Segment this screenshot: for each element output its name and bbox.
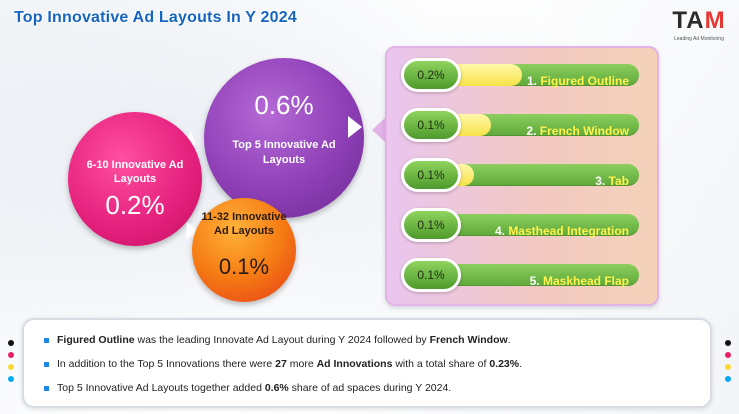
ranking-value-pill: 0.2% <box>401 58 461 92</box>
color-dot <box>725 352 731 358</box>
bullet-icon <box>44 385 49 391</box>
ranking-value-pill: 0.1% <box>401 158 461 192</box>
ranking-title: Figured Outline <box>540 74 629 88</box>
ranking-rank: 1. <box>526 74 541 88</box>
summary-line: Figured Outline was the leading Innovate… <box>44 334 511 346</box>
r6-10-value: 0.2% <box>105 190 165 220</box>
r6-10-label: 6-10 Innovative Ad Layouts <box>86 159 184 185</box>
summary-text: share of ad spaces during Y 2024. <box>288 382 452 394</box>
ranking-bar: 4. Masthead Integration <box>427 214 639 238</box>
summary-bold: 0.23% <box>489 358 520 370</box>
logo-mark: TAM <box>667 8 731 34</box>
ranking-row: 3. Tab 0.1% <box>401 158 639 192</box>
summary-bold: Ad Innovations <box>316 358 393 370</box>
logo-mark-main: TA <box>672 7 705 34</box>
color-dot <box>8 340 14 346</box>
ranking-rank: 2. <box>526 124 540 138</box>
ranking-row: 5. Maskhead Flap 0.1% <box>401 258 639 292</box>
summary-bold: Figured Outline <box>57 334 135 346</box>
r6-10-circle: 6-10 Innovative Ad Layouts 0.2% <box>68 112 202 246</box>
ranking-rank: 5. <box>529 274 543 288</box>
summary-box: Figured Outline was the leading Innovate… <box>22 318 712 408</box>
summary-text: was the leading Innovate Ad Layout durin… <box>134 334 430 346</box>
color-dot <box>725 376 731 382</box>
ranking-row: 4. Masthead Integration 0.1% <box>401 208 639 242</box>
ranking-title: Masthead Integration <box>508 224 629 238</box>
summary-text: . <box>519 358 523 370</box>
ranking-row: 1. Figured Outline 0.2% <box>401 58 639 92</box>
brand-logo: TAM Leading Ad Monitoring <box>667 8 731 48</box>
ranking-name: 3. Tab <box>595 170 629 192</box>
ranking-title: Maskhead Flap <box>542 274 629 288</box>
ranking-rank: 4. <box>494 224 509 238</box>
panel-pointer <box>372 117 386 143</box>
ranking-title: French Window <box>539 124 629 138</box>
ranking-name: 1. Figured Outline <box>527 70 629 92</box>
color-dot <box>8 364 14 370</box>
color-dot <box>725 340 731 346</box>
color-dot <box>725 364 731 370</box>
page-title: Top Innovative Ad Layouts In Y 2024 <box>14 9 297 26</box>
ranking-value-pill: 0.1% <box>401 108 461 142</box>
ranking-name: 5. Maskhead Flap <box>530 270 629 292</box>
bullet-icon <box>44 337 49 343</box>
logo-mark-accent: M <box>704 7 726 34</box>
summary-line: In addition to the Top 5 Innovations the… <box>44 358 522 370</box>
top5-pointer-right <box>348 116 362 138</box>
ranking-value-pill: 0.1% <box>401 208 461 242</box>
summary-text: . <box>507 334 511 346</box>
ranking-row: 2. French Window 0.1% <box>401 108 639 142</box>
summary-text: In addition to the Top 5 Innovations the… <box>57 358 276 370</box>
summary-bold: 27 <box>275 358 287 370</box>
top5-label: Top 5 Innovative Ad Layouts <box>232 139 336 166</box>
r11-32-value: 0.1% <box>218 254 270 279</box>
bullet-icon <box>44 361 49 367</box>
r11-32-label: 11-32 Innovative Ad Layouts <box>201 211 287 237</box>
ranking-name: 2. French Window <box>526 120 629 142</box>
logo-tagline: Leading Ad Monitoring <box>674 36 724 42</box>
top5-value: 0.6% <box>254 90 314 120</box>
summary-bold: French Window <box>429 334 508 346</box>
summary-text: with a total share of <box>392 358 490 370</box>
summary-text: more <box>286 358 317 370</box>
top5-circle: 0.6% Top 5 Innovative Ad Layouts <box>204 58 364 218</box>
color-dot <box>8 376 14 382</box>
r11-32-circle: 11-32 Innovative Ad Layouts 0.1% <box>192 198 296 302</box>
ranking-name: 4. Masthead Integration <box>495 220 629 242</box>
ranking-bar: 5. Maskhead Flap <box>427 264 639 288</box>
summary-bold: 0.6% <box>264 382 289 394</box>
summary-line: Top 5 Innovative Ad Layouts together add… <box>44 382 451 394</box>
color-dot <box>8 352 14 358</box>
ranking-title: Tab <box>608 174 629 188</box>
ranking-value-pill: 0.1% <box>401 258 461 292</box>
summary-text: Top 5 Innovative Ad Layouts together add… <box>57 382 265 394</box>
ranking-rank: 3. <box>595 174 609 188</box>
